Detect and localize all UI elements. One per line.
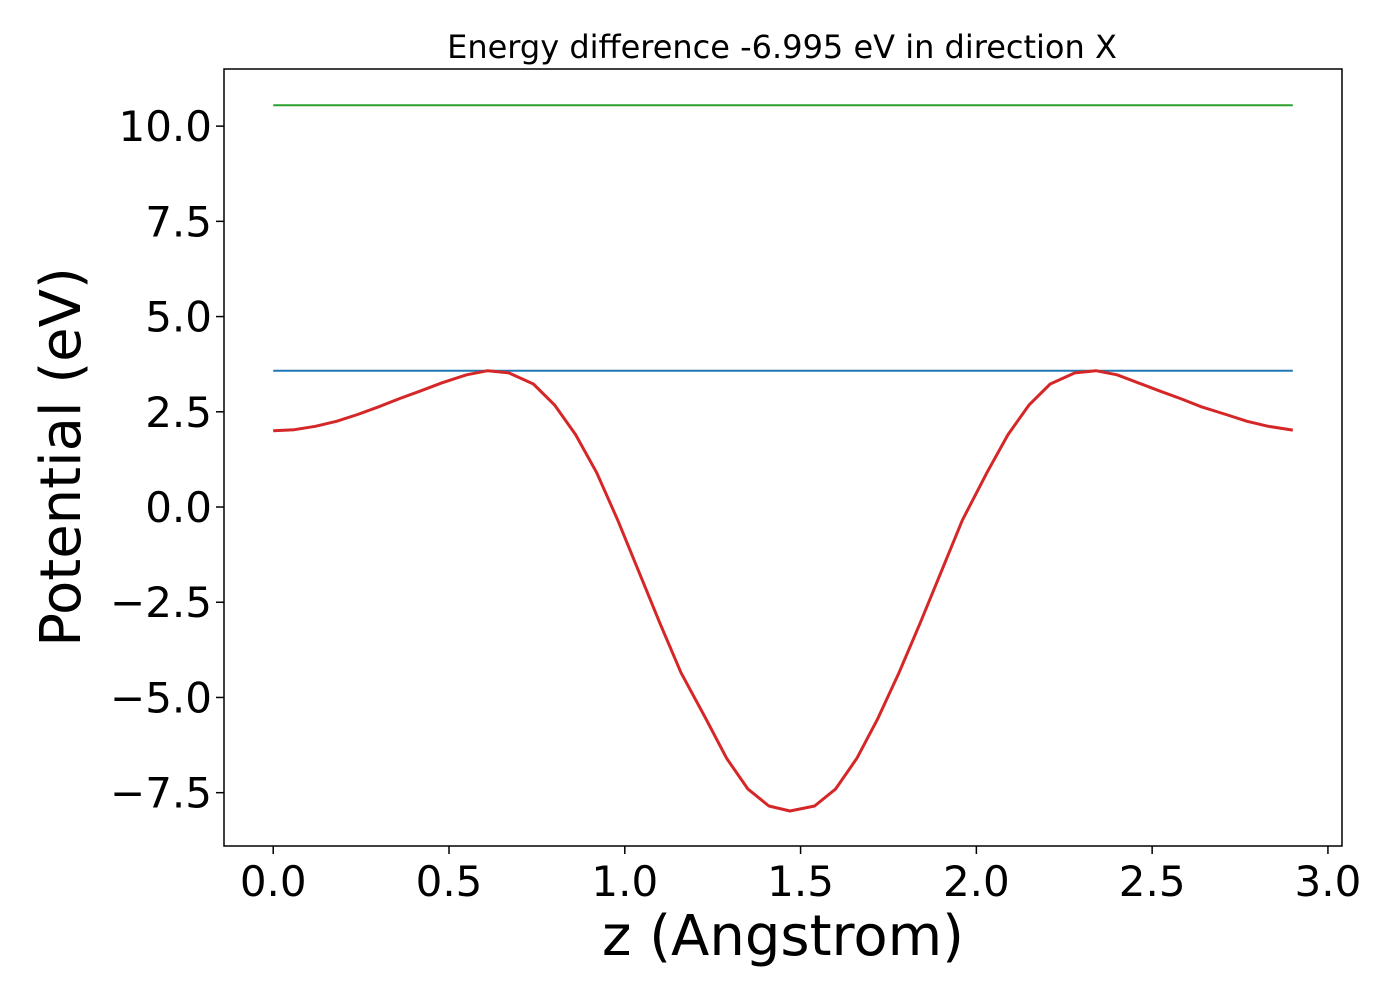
y-tick-label: 2.5 bbox=[145, 388, 212, 437]
x-axis-label: z (Angstrom) bbox=[602, 904, 964, 969]
plot-frame bbox=[223, 68, 1343, 847]
x-axis: 0.0 0.5 1.0 1.5 2.0 2.5 3.0 bbox=[240, 846, 1362, 906]
y-tick-label: 7.5 bbox=[145, 197, 212, 246]
x-tick-label: 1.5 bbox=[767, 857, 834, 906]
x-tick-label: 0.5 bbox=[416, 857, 483, 906]
y-axis: −7.5 −5.0 −2.5 0.0 2.5 5.0 7.5 10.0 bbox=[110, 102, 224, 818]
y-tick-label: −7.5 bbox=[110, 769, 212, 818]
x-tick-label: 0.0 bbox=[240, 857, 307, 906]
series-line-3 bbox=[273, 369, 1294, 813]
y-tick-label: 5.0 bbox=[145, 293, 212, 342]
x-tick-label: 3.0 bbox=[1295, 857, 1362, 906]
plot-lines bbox=[273, 104, 1294, 813]
y-tick-label: 10.0 bbox=[118, 102, 212, 151]
x-tick-label: 2.5 bbox=[1119, 857, 1186, 906]
y-tick-label: −5.0 bbox=[110, 673, 212, 722]
y-tick-label: −2.5 bbox=[110, 578, 212, 627]
x-tick-label: 1.0 bbox=[591, 857, 658, 906]
y-tick-label: 0.0 bbox=[145, 483, 212, 532]
x-tick-label: 2.0 bbox=[943, 857, 1010, 906]
chart-title: Energy difference -6.995 eV in direction… bbox=[447, 28, 1117, 66]
y-axis-label: Potential (eV) bbox=[29, 267, 94, 647]
